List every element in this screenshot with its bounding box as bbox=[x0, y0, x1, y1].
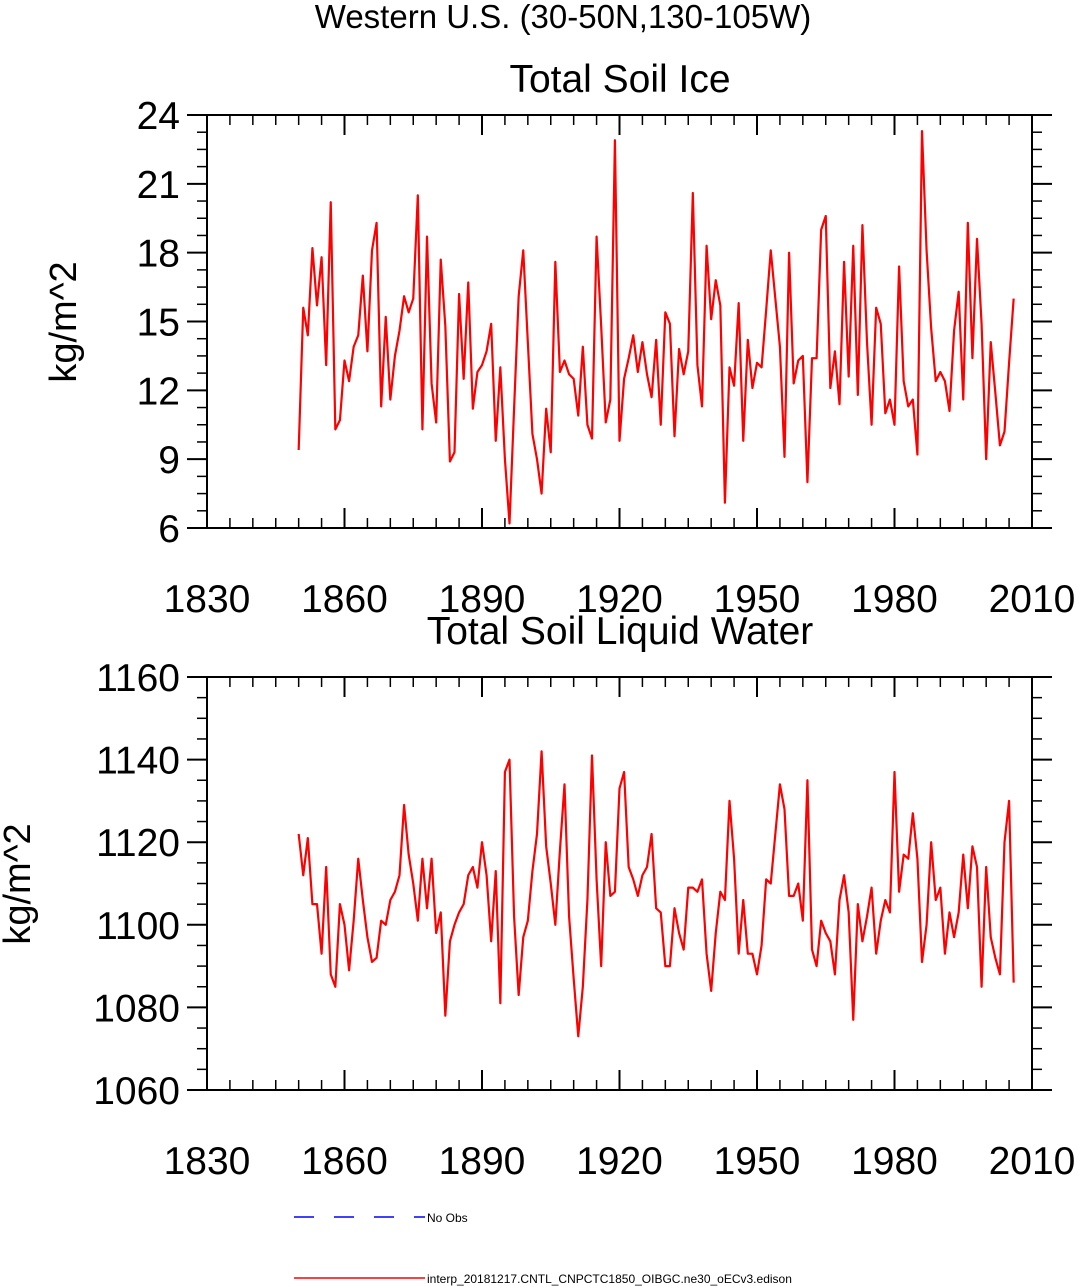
x-tick-label-1830-total-soil-liquid-water: 1830 bbox=[164, 1140, 251, 1183]
x-tick-label-1920-total-soil-liquid-water: 1920 bbox=[576, 1140, 663, 1183]
y-tick-label-1060-total-soil-liquid-water: 1060 bbox=[93, 1070, 180, 1113]
y-tick-label-18-total-soil-ice: 18 bbox=[137, 233, 180, 276]
y-axis-label-total-soil-liquid-water: kg/m^2 bbox=[0, 823, 39, 944]
x-tick-label-1950-total-soil-ice: 1950 bbox=[714, 578, 801, 621]
x-tick-label-1860-total-soil-liquid-water: 1860 bbox=[301, 1140, 388, 1183]
panel-total-soil-ice: Total Soil Ice kg/m^2 1830 1860 1890 1920 19… bbox=[43, 58, 1075, 621]
y-tick-label-1140-total-soil-liquid-water: 1140 bbox=[96, 740, 180, 783]
y-tick-label-21-total-soil-ice: 21 bbox=[137, 164, 180, 207]
y-tick-label-15-total-soil-ice: 15 bbox=[137, 302, 180, 345]
plot-frame-total-soil-liquid-water bbox=[206, 676, 1033, 1091]
panel-total-soil-liquid-water: Total Soil Liquid Water kg/m^2 1830 1860 1… bbox=[0, 610, 1075, 1183]
y-tick-label-1100-total-soil-liquid-water: 1100 bbox=[96, 905, 180, 948]
y-tick-label-12-total-soil-ice: 12 bbox=[137, 370, 180, 413]
x-tick-label-1950-total-soil-liquid-water: 1950 bbox=[714, 1140, 801, 1183]
panel-title-total-soil-ice: Total Soil Ice bbox=[509, 58, 730, 101]
y-tick-label-6-total-soil-ice: 6 bbox=[158, 508, 180, 551]
series-line-total-soil-liquid-water-0 bbox=[297, 750, 1015, 1038]
y-tick-label-1120-total-soil-liquid-water: 1120 bbox=[96, 822, 180, 865]
x-tick-label-1890-total-soil-liquid-water: 1890 bbox=[439, 1140, 526, 1183]
x-tick-label-2010-total-soil-liquid-water: 2010 bbox=[989, 1140, 1076, 1183]
y-axis-label-total-soil-ice: kg/m^2 bbox=[43, 261, 85, 382]
x-tick-label-1920-total-soil-ice: 1920 bbox=[576, 578, 663, 621]
x-tick-label-2010-total-soil-ice: 2010 bbox=[989, 578, 1076, 621]
x-tick-label-1860-total-soil-ice: 1860 bbox=[301, 578, 388, 621]
legend-label-no-obs: No Obs bbox=[427, 1211, 468, 1225]
figure-title: Western U.S. (30-50N,130-105W) bbox=[315, 0, 811, 35]
y-tick-label-24-total-soil-ice: 24 bbox=[137, 95, 180, 138]
y-tick-label-1080-total-soil-liquid-water: 1080 bbox=[93, 987, 180, 1030]
panel-title-total-soil-liquid-water: Total Soil Liquid Water bbox=[427, 610, 814, 653]
plot-frame-total-soil-ice bbox=[206, 114, 1033, 529]
x-tick-label-1890-total-soil-ice: 1890 bbox=[439, 578, 526, 621]
series-line-total-soil-ice-0 bbox=[297, 129, 1015, 525]
legend: No Obs interp_20181217.CNTL_CNPCTC1850_O… bbox=[294, 1211, 792, 1286]
y-tick-label-9-total-soil-ice: 9 bbox=[158, 439, 180, 482]
y-tick-label-1160-total-soil-liquid-water: 1160 bbox=[96, 657, 180, 700]
legend-label-model: interp_20181217.CNTL_CNPCTC1850_OIBGC.ne… bbox=[427, 1272, 792, 1286]
x-tick-label-1830-total-soil-ice: 1830 bbox=[164, 578, 251, 621]
x-tick-label-1980-total-soil-liquid-water: 1980 bbox=[851, 1140, 938, 1183]
x-tick-label-1980-total-soil-ice: 1980 bbox=[851, 578, 938, 621]
